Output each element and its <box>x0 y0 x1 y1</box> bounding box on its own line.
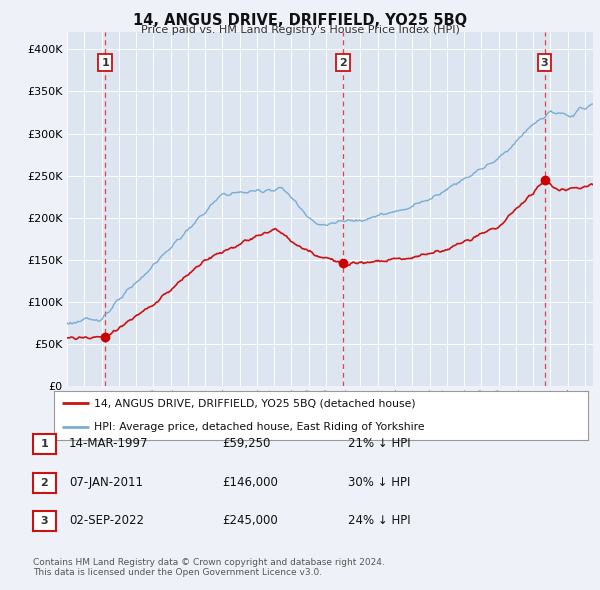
Text: 24% ↓ HPI: 24% ↓ HPI <box>348 514 410 527</box>
Text: 21% ↓ HPI: 21% ↓ HPI <box>348 437 410 450</box>
Text: 1: 1 <box>41 440 48 449</box>
Text: HPI: Average price, detached house, East Riding of Yorkshire: HPI: Average price, detached house, East… <box>94 422 425 432</box>
Text: 07-JAN-2011: 07-JAN-2011 <box>69 476 143 489</box>
Text: 14, ANGUS DRIVE, DRIFFIELD, YO25 5BQ (detached house): 14, ANGUS DRIVE, DRIFFIELD, YO25 5BQ (de… <box>94 398 416 408</box>
Text: Price paid vs. HM Land Registry's House Price Index (HPI): Price paid vs. HM Land Registry's House … <box>140 25 460 35</box>
Text: 30% ↓ HPI: 30% ↓ HPI <box>348 476 410 489</box>
Text: 2: 2 <box>41 478 48 487</box>
Text: £59,250: £59,250 <box>222 437 271 450</box>
Text: 14-MAR-1997: 14-MAR-1997 <box>69 437 149 450</box>
Text: 3: 3 <box>41 516 48 526</box>
Text: 14, ANGUS DRIVE, DRIFFIELD, YO25 5BQ: 14, ANGUS DRIVE, DRIFFIELD, YO25 5BQ <box>133 13 467 28</box>
Text: £146,000: £146,000 <box>222 476 278 489</box>
Text: 1: 1 <box>101 58 109 67</box>
Text: 3: 3 <box>541 58 548 67</box>
Text: £245,000: £245,000 <box>222 514 278 527</box>
Text: 02-SEP-2022: 02-SEP-2022 <box>69 514 144 527</box>
Text: Contains HM Land Registry data © Crown copyright and database right 2024.
This d: Contains HM Land Registry data © Crown c… <box>33 558 385 577</box>
Text: 2: 2 <box>340 58 347 67</box>
